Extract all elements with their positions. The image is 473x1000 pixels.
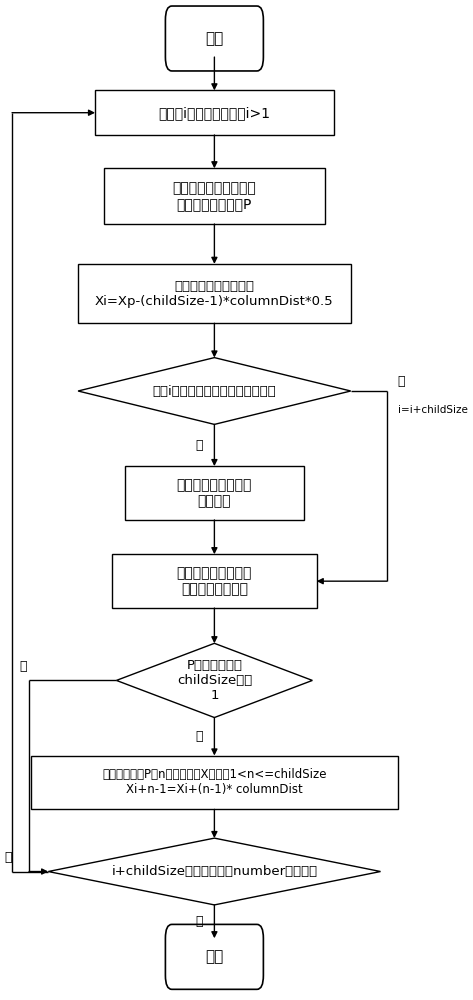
- Text: 否: 否: [4, 851, 11, 864]
- Text: P的子节点数目
childSize大于
1: P的子节点数目 childSize大于 1: [177, 659, 252, 702]
- FancyBboxPatch shape: [166, 6, 263, 71]
- Text: 结束: 结束: [205, 949, 224, 964]
- Text: 否: 否: [19, 660, 26, 673]
- Text: 根据底层平移结果逐
层调整父节点坐标: 根据底层平移结果逐 层调整父节点坐标: [177, 566, 252, 596]
- Bar: [95, 90, 333, 135]
- Polygon shape: [78, 358, 350, 424]
- Text: 依次计算节点P第n个子结点的X坐标，1<n<=childSize
Xi+n-1=Xi+(n-1)* columnDist: 依次计算节点P第n个子结点的X坐标，1<n<=childSize Xi+n-1=…: [102, 768, 327, 796]
- Bar: [31, 756, 398, 809]
- Text: 是: 是: [196, 439, 203, 452]
- Polygon shape: [48, 838, 381, 905]
- Text: 否: 否: [398, 375, 405, 388]
- Text: 节点i与其左侧相邻节点树是否重叠: 节点i与其左侧相邻节点树是否重叠: [152, 385, 276, 398]
- FancyBboxPatch shape: [166, 924, 263, 989]
- Bar: [125, 466, 304, 520]
- Text: 根据结点父子关系，获
得该节点的父节点P: 根据结点父子关系，获 得该节点的父节点P: [173, 181, 256, 211]
- Text: i=i+childSize: i=i+childSize: [398, 405, 467, 415]
- Bar: [104, 168, 325, 224]
- Text: 第一个子节点的坐标：
Xi=Xp-(childSize-1)*columnDist*0.5: 第一个子节点的坐标： Xi=Xp-(childSize-1)*columnDis…: [95, 280, 334, 308]
- Text: 计算第i个节点的坐标，i>1: 计算第i个节点的坐标，i>1: [158, 106, 271, 120]
- Text: 开始: 开始: [205, 31, 224, 46]
- Polygon shape: [116, 643, 312, 718]
- Text: i+childSize是否大于序号number的最大值: i+childSize是否大于序号number的最大值: [111, 865, 317, 878]
- Text: 是: 是: [196, 915, 203, 928]
- Text: 同层左侧所有节点树
左向平移: 同层左侧所有节点树 左向平移: [177, 478, 252, 508]
- Bar: [112, 554, 316, 608]
- Text: 是: 是: [196, 730, 203, 743]
- Bar: [78, 264, 350, 323]
